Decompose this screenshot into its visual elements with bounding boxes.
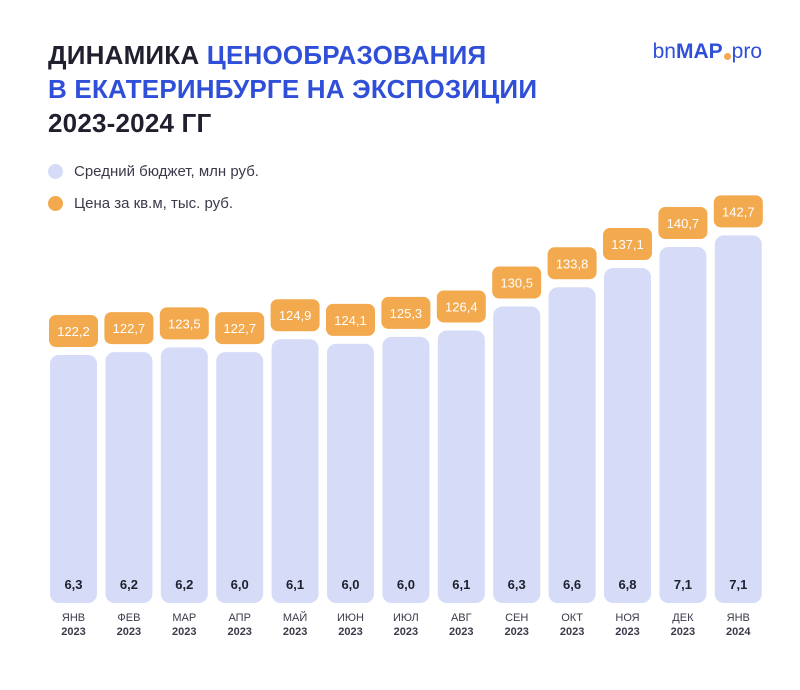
budget-bar [659,247,707,603]
x-tick-month: АПР [228,612,250,624]
budget-bar [714,235,762,603]
chart-legend: Средний бюджет, млн руб. Цена за кв.м, т… [48,160,259,224]
x-tick-year: 2023 [61,626,85,638]
budget-label: 6,6 [563,577,581,592]
price-badge [492,266,542,299]
price-badge [658,207,708,239]
price-label: 140,7 [667,216,700,231]
logo-dot-icon [723,53,731,60]
x-tick-month: ИЮЛ [393,612,419,624]
price-badge [270,299,320,332]
price-label: 142,7 [722,204,755,219]
budget-label: 7,1 [674,577,692,592]
budget-bar [604,268,651,603]
price-badge [603,228,652,261]
price-badge [215,312,265,345]
budget-label: 6,0 [397,577,415,592]
budget-bar [105,352,153,603]
x-tick-month: ОКТ [561,612,583,624]
price-badge [159,307,209,340]
logo-part-2: MAP [675,40,723,63]
budget-bar [327,343,374,603]
budget-label: 6,1 [452,577,470,592]
budget-label: 6,0 [231,577,249,592]
price-badge [326,303,375,336]
x-tick-month: СЕН [505,612,528,624]
price-label: 122,2 [57,324,90,339]
budget-bar [548,287,596,603]
price-label: 130,5 [500,276,533,291]
price-label: 124,9 [279,308,312,323]
x-tick-year: 2023 [560,626,584,638]
budget-bar [382,336,430,603]
price-badge [436,290,486,323]
x-tick-year: 2023 [227,626,251,638]
x-tick-month: МАЙ [283,611,307,624]
title-line-1: ДИНАМИКА ЦЕНООБРАЗОВАНИЯ [48,38,537,72]
x-tick-year: 2023 [449,626,473,638]
x-tick-month: ЯНВ [62,612,85,624]
budget-label: 6,0 [341,577,359,592]
budget-bar [50,355,97,603]
x-tick-year: 2023 [504,626,528,638]
legend-label-budget: Средний бюджет, млн руб. [74,162,259,180]
budget-label: 7,1 [729,577,747,592]
budget-bar [271,339,319,603]
x-tick-month: ИЮН [337,612,364,624]
x-tick-month: ФЕВ [117,612,140,624]
price-label: 123,5 [168,316,201,331]
legend-dot-price-icon [48,195,63,211]
price-label: 133,8 [556,256,589,271]
legend-dot-budget-icon [48,163,63,179]
legend-label-price: Цена за кв.м, тыс. руб. [74,194,234,212]
x-tick-year: 2023 [283,626,307,638]
x-tick-year: 2023 [338,626,362,638]
price-badge [381,296,431,329]
price-badge [713,195,763,228]
price-badge [49,315,98,347]
price-label: 122,7 [113,321,146,336]
price-badge [104,312,154,345]
x-tick-year: 2023 [394,626,418,638]
x-tick-year: 2023 [615,626,639,638]
title-line-2: В ЕКАТЕРИНБУРГЕ НА ЭКСПОЗИЦИИ [48,74,538,104]
budget-label: 6,2 [120,577,138,592]
price-label: 125,3 [390,306,423,321]
price-label: 137,1 [611,237,644,252]
price-badge [547,247,597,280]
chart-title: ДИНАМИКА ЦЕНООБРАЗОВАНИЯ В ЕКАТЕРИНБУРГЕ… [48,38,537,140]
price-label: 122,7 [223,321,256,336]
bnmap-logo: bn MAP pro [653,40,762,64]
budget-bar [216,352,264,603]
budget-label: 6,1 [286,577,304,592]
x-tick-year: 2023 [671,626,695,638]
budget-label: 6,3 [64,577,82,592]
price-label: 126,4 [445,299,478,314]
budget-bar [437,330,485,603]
x-tick-year: 2023 [172,626,196,638]
title-text-accent: ЦЕНООБРАЗОВАНИЯ [206,40,487,70]
x-tick-month: НОЯ [615,612,639,624]
x-tick-month: АВГ [451,612,472,624]
logo-part-3: pro [731,40,762,63]
x-tick-year: 2023 [117,626,141,638]
x-tick-month: ЯНВ [727,612,750,624]
x-tick-month: ДЕК [672,612,694,624]
x-tick-month: МАР [172,612,196,624]
legend-item-price: Цена за кв.м, тыс. руб. [48,192,259,214]
budget-bar [493,306,541,603]
title-text-dark: ДИНАМИКА [48,40,207,70]
budget-label: 6,8 [618,577,636,592]
title-line-3: 2023-2024 ГГ [48,108,212,138]
legend-item-budget: Средний бюджет, млн руб. [48,160,259,182]
budget-label: 6,3 [508,577,526,592]
price-label: 124,1 [334,313,367,328]
x-tick-year: 2024 [726,626,751,638]
budget-bar [160,347,208,603]
logo-part-1: bn [652,40,676,63]
budget-label: 6,2 [175,577,193,592]
